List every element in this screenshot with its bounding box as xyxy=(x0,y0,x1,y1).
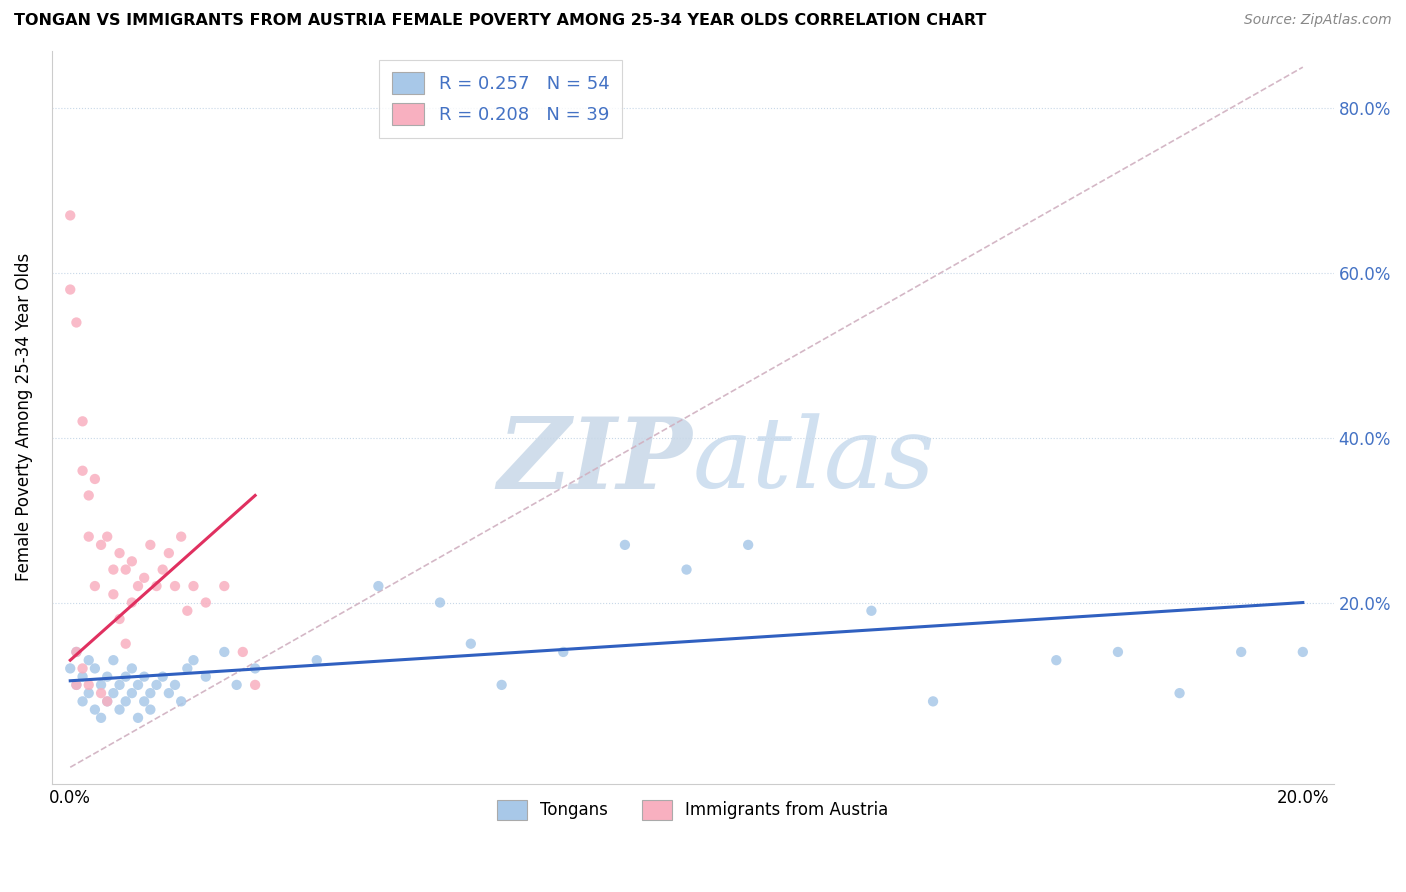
Point xyxy=(491,678,513,692)
Point xyxy=(59,208,82,222)
Point xyxy=(163,579,186,593)
Point xyxy=(103,686,125,700)
Point xyxy=(96,694,118,708)
Point xyxy=(90,538,112,552)
Point xyxy=(214,645,236,659)
Point xyxy=(59,661,82,675)
Point xyxy=(72,464,94,478)
Point xyxy=(96,694,118,708)
Point xyxy=(72,661,94,675)
Point xyxy=(77,530,100,544)
Point xyxy=(65,645,87,659)
Point xyxy=(77,678,100,692)
Point xyxy=(675,563,697,577)
Point xyxy=(1230,645,1253,659)
Point xyxy=(103,563,125,577)
Text: ZIP: ZIP xyxy=(498,413,693,509)
Point xyxy=(127,711,149,725)
Point xyxy=(1292,645,1315,659)
Point xyxy=(429,595,451,609)
Point xyxy=(72,694,94,708)
Point xyxy=(121,554,143,568)
Point xyxy=(121,661,143,675)
Point xyxy=(232,645,254,659)
Point xyxy=(139,703,162,717)
Point xyxy=(152,670,174,684)
Point xyxy=(108,546,131,560)
Point xyxy=(737,538,759,552)
Point xyxy=(83,661,105,675)
Point xyxy=(214,579,236,593)
Point xyxy=(90,711,112,725)
Point xyxy=(152,563,174,577)
Point xyxy=(183,653,205,667)
Point xyxy=(90,678,112,692)
Point xyxy=(114,694,136,708)
Point xyxy=(613,538,636,552)
Point xyxy=(367,579,389,593)
Point xyxy=(127,579,149,593)
Point xyxy=(77,488,100,502)
Point xyxy=(460,637,482,651)
Y-axis label: Female Poverty Among 25-34 Year Olds: Female Poverty Among 25-34 Year Olds xyxy=(15,253,32,582)
Text: TONGAN VS IMMIGRANTS FROM AUSTRIA FEMALE POVERTY AMONG 25-34 YEAR OLDS CORRELATI: TONGAN VS IMMIGRANTS FROM AUSTRIA FEMALE… xyxy=(14,13,987,29)
Point xyxy=(103,653,125,667)
Point xyxy=(83,579,105,593)
Point xyxy=(65,645,87,659)
Point xyxy=(72,670,94,684)
Point xyxy=(134,670,156,684)
Point xyxy=(139,686,162,700)
Point xyxy=(65,678,87,692)
Text: Source: ZipAtlas.com: Source: ZipAtlas.com xyxy=(1244,13,1392,28)
Point xyxy=(114,637,136,651)
Point xyxy=(922,694,945,708)
Legend: Tongans, Immigrants from Austria: Tongans, Immigrants from Austria xyxy=(491,793,896,827)
Point xyxy=(77,653,100,667)
Point xyxy=(121,686,143,700)
Point xyxy=(194,595,217,609)
Point xyxy=(65,316,87,330)
Point xyxy=(176,604,198,618)
Point xyxy=(305,653,328,667)
Point xyxy=(183,579,205,593)
Point xyxy=(139,538,162,552)
Point xyxy=(176,661,198,675)
Point xyxy=(170,530,193,544)
Point xyxy=(860,604,883,618)
Text: atlas: atlas xyxy=(693,414,935,508)
Point xyxy=(134,694,156,708)
Point xyxy=(1168,686,1191,700)
Point xyxy=(170,694,193,708)
Point xyxy=(83,703,105,717)
Point xyxy=(157,546,180,560)
Point xyxy=(145,678,167,692)
Point xyxy=(83,472,105,486)
Point xyxy=(96,530,118,544)
Point xyxy=(243,678,266,692)
Point xyxy=(134,571,156,585)
Point xyxy=(157,686,180,700)
Point xyxy=(108,612,131,626)
Point xyxy=(77,686,100,700)
Point xyxy=(163,678,186,692)
Point xyxy=(108,703,131,717)
Point xyxy=(72,414,94,428)
Point xyxy=(121,595,143,609)
Point xyxy=(194,670,217,684)
Point xyxy=(96,670,118,684)
Point xyxy=(103,587,125,601)
Point xyxy=(243,661,266,675)
Point xyxy=(59,283,82,297)
Point xyxy=(553,645,575,659)
Point xyxy=(1045,653,1067,667)
Point xyxy=(108,678,131,692)
Point xyxy=(225,678,247,692)
Point xyxy=(90,686,112,700)
Point xyxy=(65,678,87,692)
Point xyxy=(145,579,167,593)
Point xyxy=(114,670,136,684)
Point xyxy=(114,563,136,577)
Point xyxy=(1107,645,1129,659)
Point xyxy=(127,678,149,692)
